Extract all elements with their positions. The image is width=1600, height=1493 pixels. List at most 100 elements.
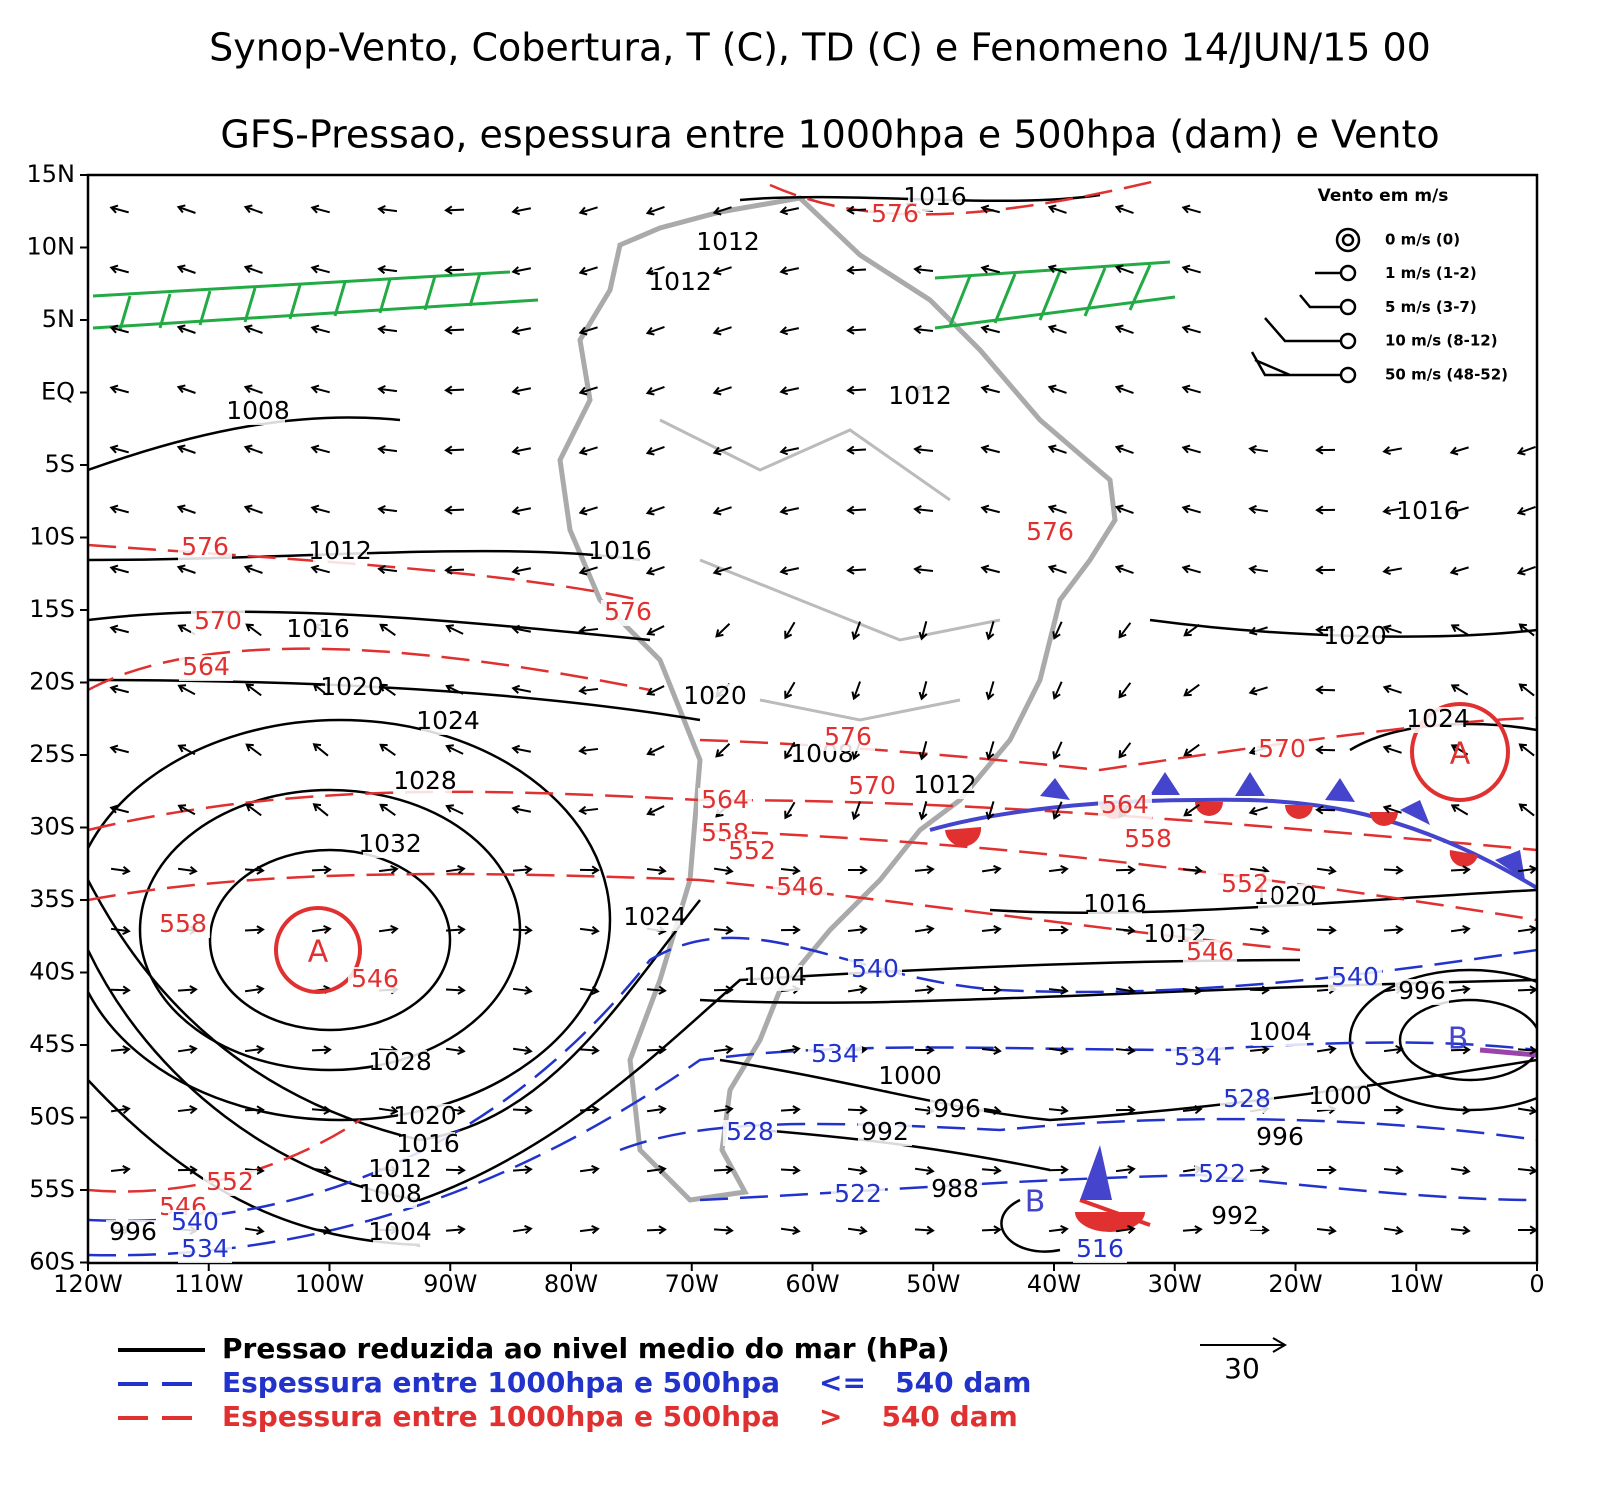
wind-arrow <box>779 446 800 456</box>
wind-arrow <box>784 801 796 820</box>
wind-arrow <box>1449 566 1469 576</box>
label-bg <box>928 1177 982 1203</box>
wind-arrow <box>780 1044 801 1055</box>
wind-legend-title: Vento em m/s <box>1318 186 1449 206</box>
wind-arrow <box>913 505 934 515</box>
label-bg <box>1253 1125 1307 1151</box>
borders <box>659 418 1001 722</box>
wind-arrow <box>712 446 732 456</box>
wind-arrow <box>177 744 196 756</box>
wind-arrow <box>312 743 329 757</box>
lat-label: 5S <box>44 450 75 478</box>
wind-arrow <box>310 204 330 214</box>
thickness-label: 558 <box>1124 824 1172 853</box>
label-bg <box>1220 1087 1274 1113</box>
wind-arrow <box>1517 985 1537 995</box>
wind-arrow <box>445 925 466 935</box>
thickness-label: 540 <box>851 954 899 983</box>
thickness-label: 522 <box>1198 1159 1246 1188</box>
isobar-label: 1008 <box>226 396 290 425</box>
wind-arrow <box>444 325 465 335</box>
wind-arrow <box>985 801 995 821</box>
isobar-label: 1012 <box>696 227 760 256</box>
isobar-label: 1012 <box>648 267 712 296</box>
wind-arrow <box>1249 925 1270 936</box>
isobar-label: 1020 <box>1323 621 1387 650</box>
wind-arrow <box>779 506 800 516</box>
wind-arrow <box>579 865 600 875</box>
label-bg <box>821 725 875 751</box>
wind-arrow <box>846 445 867 455</box>
wind-arrow <box>110 1104 131 1115</box>
wind-arrow <box>1383 1225 1404 1236</box>
isobar-label: 1020 <box>683 681 747 710</box>
wind-arrow <box>445 1225 466 1235</box>
wind-arrow <box>1249 1045 1270 1055</box>
wind-arrow <box>578 446 598 456</box>
lat-label: 25S <box>29 740 75 768</box>
isobar-label: 1028 <box>368 1047 432 1076</box>
label-bg <box>363 1182 417 1208</box>
legend-label: Espessura entre 1000hpa e 500hpa <= 540 … <box>222 1366 1031 1399</box>
wind-arrow <box>511 744 532 754</box>
wind-arrow <box>1316 865 1337 876</box>
wind-arrow <box>109 684 129 694</box>
wind-arrow <box>578 745 599 755</box>
wind-arrow <box>176 324 196 334</box>
label-bg <box>421 709 475 735</box>
thickness-label: 564 <box>1101 790 1149 819</box>
isobar-label: 1012 <box>368 1154 432 1183</box>
isobar-label: 996 <box>1256 1122 1304 1151</box>
label-bg <box>106 1220 160 1246</box>
wind-arrow <box>918 801 928 821</box>
wind-arrow <box>784 741 796 760</box>
label-bg <box>808 1042 862 1068</box>
wind-arrow <box>1518 743 1535 757</box>
wind-arrow <box>1315 685 1336 695</box>
wind-arrow <box>1383 925 1404 935</box>
wind-arrow <box>109 624 129 634</box>
wind-arrow <box>712 566 732 576</box>
wind-arrow <box>1047 324 1067 334</box>
wind-arrow <box>512 1165 533 1175</box>
wind-arrow <box>444 505 465 515</box>
wind-arrow <box>1516 565 1536 576</box>
wind-arrow <box>1316 925 1337 935</box>
wind-arrow <box>1450 865 1471 875</box>
label-bg <box>325 675 379 701</box>
isobar-label: 1008 <box>358 1179 422 1208</box>
wind-arrow <box>1115 1045 1136 1055</box>
wind-arrow <box>1047 504 1067 514</box>
wind-arrow <box>646 805 665 816</box>
wind-arrow <box>377 504 398 515</box>
wind-arrow <box>713 1225 734 1235</box>
wind-arrow <box>578 685 599 695</box>
wind-arrow <box>1047 384 1067 394</box>
low-label: B <box>1448 1022 1469 1057</box>
wind-arrow <box>379 683 396 697</box>
label-bg <box>848 957 902 983</box>
wind-arrow <box>377 564 398 575</box>
thickness-label: 546 <box>776 872 824 901</box>
label-bg <box>1328 965 1382 991</box>
wind-arrow <box>1518 623 1535 637</box>
wind-arrow <box>1115 865 1136 875</box>
thickness-label: 558 <box>159 909 207 938</box>
wind-arrow <box>445 985 466 995</box>
lon-label: 0 <box>1529 1270 1544 1298</box>
wind-arrow <box>913 265 934 275</box>
isobar-label: 1028 <box>393 766 457 795</box>
label-bg <box>1255 737 1309 763</box>
wind-arrow <box>1315 745 1336 755</box>
wind-arrow <box>379 623 396 637</box>
wind-arrow <box>1048 1224 1069 1235</box>
wind-arrow <box>511 566 532 576</box>
wind-arrow <box>109 504 129 514</box>
wind-arrow <box>245 623 262 637</box>
wind-arrow <box>985 681 995 701</box>
lat-label: 50S <box>29 1103 75 1131</box>
wind-arrow <box>578 266 598 276</box>
wind-legend-entry: 1 m/s (1-2) <box>1385 264 1477 282</box>
wind-arrow <box>980 204 1000 214</box>
